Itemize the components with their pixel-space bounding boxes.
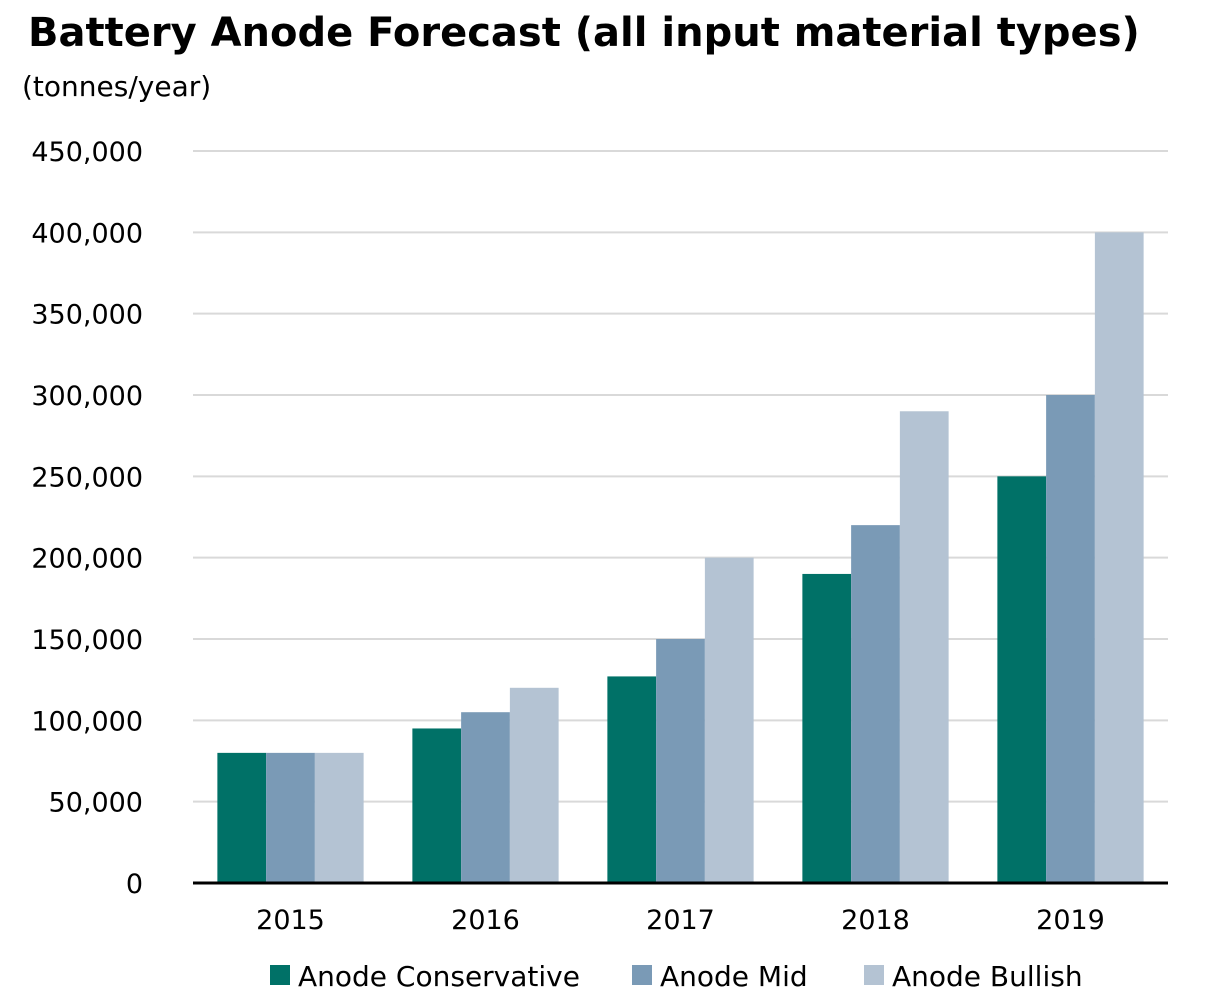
- y-tick-label: 0: [126, 869, 143, 900]
- x-tick-label: 2016: [451, 905, 520, 936]
- bars: [217, 232, 1144, 884]
- bar: [217, 752, 267, 883]
- bar: [461, 712, 510, 883]
- bar: [1094, 232, 1144, 884]
- y-tick-label: 150,000: [31, 625, 143, 656]
- chart-title: Battery Anode Forecast (all input materi…: [28, 10, 1140, 56]
- y-tick-label: 100,000: [31, 706, 143, 737]
- y-tick-label: 250,000: [31, 462, 143, 493]
- bar: [412, 728, 462, 883]
- x-tick-label: 2018: [841, 905, 910, 936]
- legend-label: Anode Bullish: [892, 960, 1083, 993]
- bar: [1046, 395, 1095, 883]
- y-tick-label: 200,000: [31, 544, 143, 575]
- bar: [899, 411, 949, 883]
- legend-label: Anode Conservative: [298, 960, 580, 993]
- bar: [704, 557, 754, 883]
- bar: [266, 752, 315, 883]
- x-tick-label: 2015: [256, 905, 325, 936]
- y-tick-label: 350,000: [31, 300, 143, 331]
- y-tick-label: 50,000: [49, 788, 143, 819]
- bar: [607, 676, 657, 883]
- bar: [802, 573, 852, 883]
- y-tick-label: 450,000: [31, 137, 143, 168]
- y-tick-label: 300,000: [31, 381, 143, 412]
- legend-label: Anode Mid: [660, 960, 808, 993]
- x-tick-label: 2017: [646, 905, 715, 936]
- bar: [851, 525, 900, 883]
- y-tick-label: 400,000: [31, 218, 143, 249]
- legend-swatch: [270, 965, 290, 985]
- chart-subtitle: (tonnes/year): [22, 70, 212, 103]
- bar: [509, 687, 559, 883]
- bar: [997, 476, 1047, 883]
- bar: [656, 639, 705, 883]
- x-axis-tick-labels: 2015 2016 2017 2018 2019: [256, 905, 1105, 936]
- bar: [314, 752, 364, 883]
- legend: Anode Conservative Anode Mid Anode Bullish: [270, 960, 1083, 993]
- x-tick-label: 2019: [1036, 905, 1105, 936]
- legend-swatch: [864, 965, 884, 985]
- legend-swatch: [632, 965, 652, 985]
- y-axis-tick-labels: 0 50,000 100,000 150,000 200,000 250,000 300,0…: [31, 137, 143, 900]
